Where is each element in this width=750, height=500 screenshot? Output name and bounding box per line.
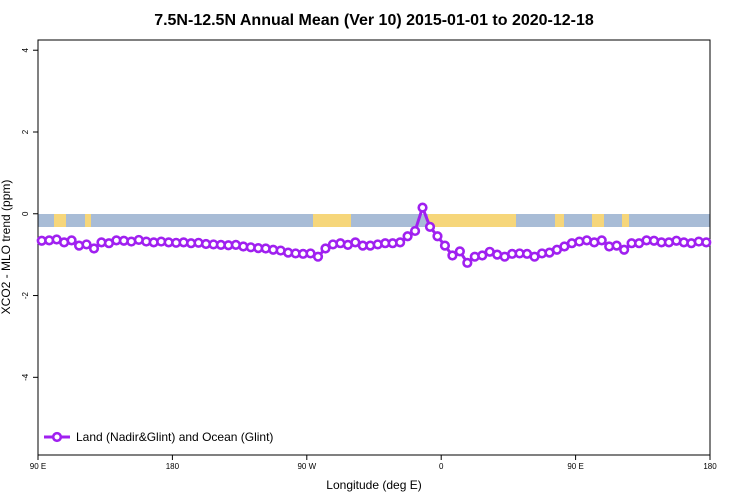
y-tick-label: 2 (21, 129, 30, 134)
land-patch (313, 214, 351, 227)
data-point (439, 240, 451, 251)
data-point (477, 250, 488, 261)
data-point (312, 251, 324, 262)
x-tick-label: 180 (166, 462, 180, 471)
land-patch (555, 214, 564, 227)
data-point (701, 237, 712, 248)
x-tick-label: 90 E (30, 462, 46, 471)
data-point (395, 237, 406, 248)
land-ocean-band (38, 214, 710, 227)
data-point (424, 221, 436, 232)
plot-frame (37, 39, 711, 456)
data-point (611, 240, 622, 251)
data-point (454, 246, 465, 257)
chart-title: 7.5N-12.5N Annual Mean (Ver 10) 2015-01-… (154, 12, 594, 29)
land-patch (54, 214, 66, 227)
land-patch (428, 214, 516, 227)
land-patch (592, 214, 604, 227)
x-tick-label: 0 (439, 462, 444, 471)
ocean-band (38, 214, 710, 227)
data-point (619, 244, 630, 255)
y-tick-label: -4 (21, 373, 30, 381)
x-tick-label: 180 (703, 462, 717, 471)
data-point (66, 235, 77, 246)
legend-marker (51, 431, 63, 443)
data-point (81, 239, 92, 250)
x-tick-label: 90 E (567, 462, 583, 471)
data-point (596, 235, 607, 246)
legend-label: Land (Nadir&Glint) and Ocean (Glint) (76, 430, 273, 444)
data-point (402, 231, 413, 242)
x-tick-label: 90 W (297, 462, 316, 471)
x-axis-label: Longitude (deg E) (326, 478, 421, 492)
data-point (409, 225, 421, 237)
data-point (447, 250, 458, 261)
data-point (462, 257, 473, 268)
y-tick-label: 0 (21, 211, 30, 216)
y-axis-label: XCO2 - MLO trend (ppm) (0, 180, 13, 315)
data-point (432, 231, 443, 242)
y-tick-label: 4 (21, 47, 30, 52)
data-point (320, 243, 331, 254)
land-patch (622, 214, 629, 227)
data-point (88, 243, 100, 254)
land-patch (85, 214, 91, 227)
y-tick-label: -2 (21, 291, 30, 299)
data-point (417, 202, 428, 213)
